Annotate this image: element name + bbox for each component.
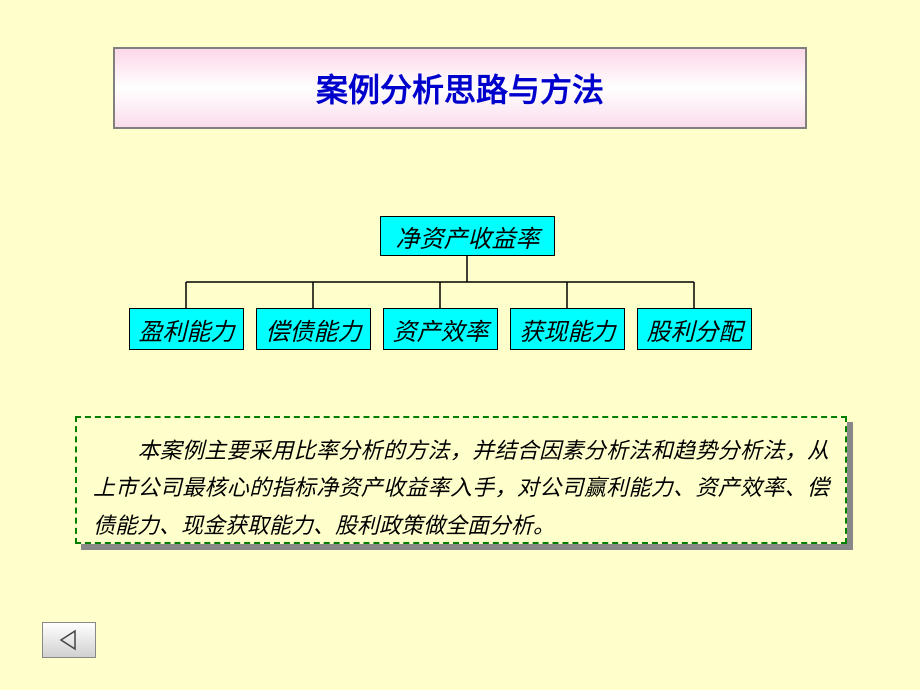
tree-child-node: 资产效率 [383,308,498,350]
title-banner: 案例分析思路与方法 [113,47,807,129]
description-wrapper: 本案例主要采用比率分析的方法，并结合因素分析法和趋势分析法，从上市公司最核心的指… [75,416,847,544]
tree-child-label: 偿债能力 [266,312,362,347]
prev-button[interactable] [42,622,96,658]
tree-connectors [0,256,920,308]
tree-child-label: 获现能力 [520,312,616,347]
tree-child-node: 股利分配 [637,308,752,350]
tree-child-label: 股利分配 [647,312,743,347]
tree-child-node: 盈利能力 [129,308,244,350]
tree-root-node: 净资产收益率 [380,216,555,256]
tree-child-node: 偿债能力 [256,308,371,350]
tree-child-label: 资产效率 [393,312,489,347]
triangle-left-icon [57,628,81,652]
title-text: 案例分析思路与方法 [316,65,604,111]
tree-child-node: 获现能力 [510,308,625,350]
description-box: 本案例主要采用比率分析的方法，并结合因素分析法和趋势分析法，从上市公司最核心的指… [75,416,847,544]
tree-child-label: 盈利能力 [139,312,235,347]
description-text: 本案例主要采用比率分析的方法，并结合因素分析法和趋势分析法，从上市公司最核心的指… [93,438,829,538]
tree-root-label: 净资产收益率 [396,219,540,254]
